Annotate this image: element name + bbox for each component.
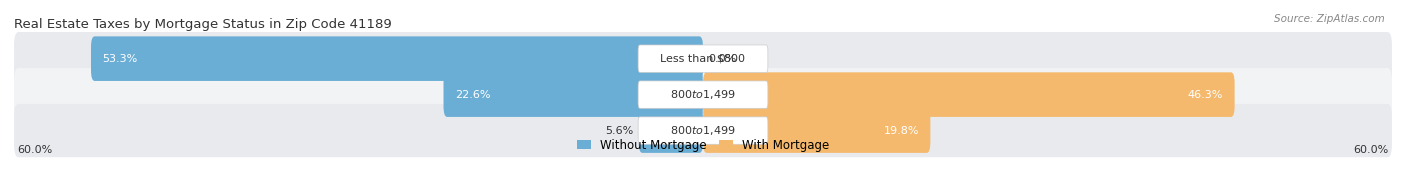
Text: Source: ZipAtlas.com: Source: ZipAtlas.com [1274,14,1385,24]
Text: 46.3%: 46.3% [1188,90,1223,100]
FancyBboxPatch shape [14,104,1392,157]
FancyBboxPatch shape [638,81,768,108]
Text: 0.0%: 0.0% [709,54,737,64]
FancyBboxPatch shape [14,32,1392,85]
Text: 5.6%: 5.6% [605,126,633,136]
FancyBboxPatch shape [638,117,768,144]
Text: 53.3%: 53.3% [103,54,138,64]
FancyBboxPatch shape [703,108,931,153]
Text: 22.6%: 22.6% [456,90,491,100]
Text: Real Estate Taxes by Mortgage Status in Zip Code 41189: Real Estate Taxes by Mortgage Status in … [14,18,392,31]
FancyBboxPatch shape [443,72,703,117]
Text: 60.0%: 60.0% [17,145,53,155]
FancyBboxPatch shape [14,68,1392,121]
Text: Less than $800: Less than $800 [661,54,745,64]
FancyBboxPatch shape [91,36,703,81]
Legend: Without Mortgage, With Mortgage: Without Mortgage, With Mortgage [576,139,830,152]
Text: $800 to $1,499: $800 to $1,499 [671,88,735,101]
Text: 19.8%: 19.8% [883,126,920,136]
FancyBboxPatch shape [638,108,703,153]
FancyBboxPatch shape [703,72,1234,117]
FancyBboxPatch shape [638,45,768,72]
Text: 60.0%: 60.0% [1353,145,1389,155]
Text: $800 to $1,499: $800 to $1,499 [671,124,735,137]
